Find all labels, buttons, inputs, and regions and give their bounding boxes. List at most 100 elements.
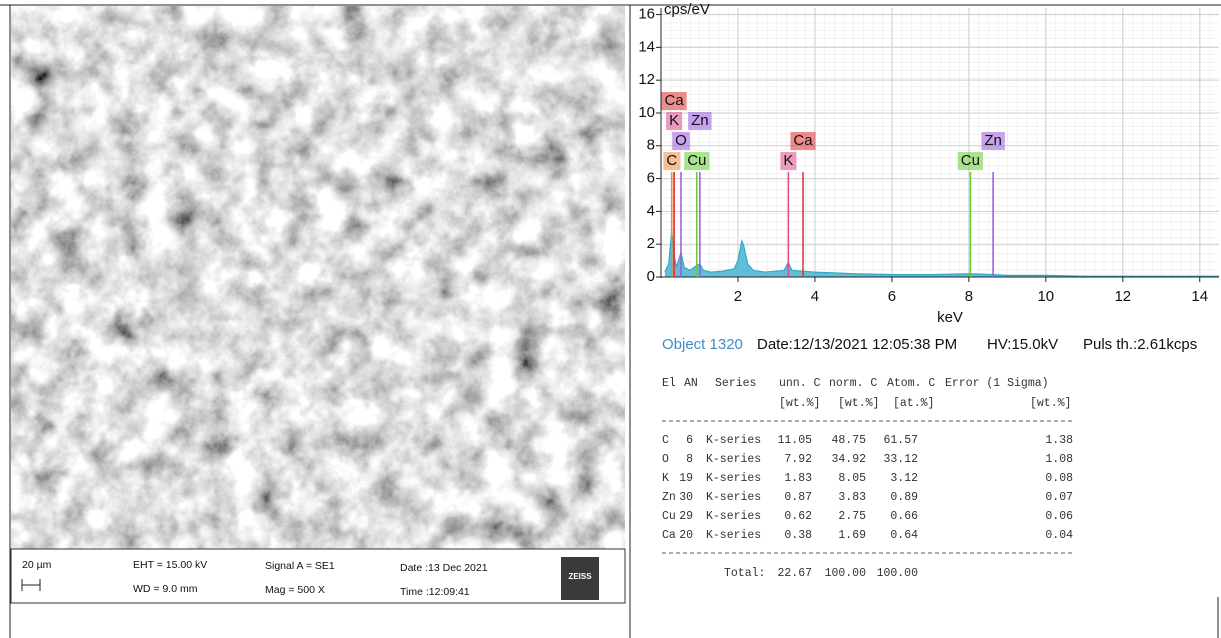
x-tick-label: 6	[888, 288, 896, 305]
table-cell: 3.83	[838, 491, 866, 504]
table-cell: K-series	[706, 453, 761, 466]
eht-label: EHT = 15.00 kV	[133, 559, 207, 571]
element-label: Ca	[790, 132, 815, 150]
x-tick-label: 8	[965, 288, 973, 305]
y-tick-label: 6	[647, 170, 655, 187]
logo-text: ZEISS	[568, 572, 592, 581]
time-label: Time :12:09:41	[400, 586, 470, 598]
table-total: 100.00	[877, 567, 919, 580]
page: 20 µm EHT = 15.00 kV WD = 9.0 mm Signal …	[0, 0, 1221, 638]
table-cell: 61.57	[883, 434, 918, 447]
element-label-text: C	[666, 152, 677, 169]
table-cell: O	[662, 453, 669, 466]
y-tick-label: 8	[647, 137, 655, 154]
table-cell: C	[662, 434, 669, 447]
table-cell: 0.62	[784, 510, 812, 523]
table-cell: 0.66	[890, 510, 918, 523]
x-tick-label: 10	[1037, 288, 1054, 305]
x-tick-label: 12	[1114, 288, 1131, 305]
table-cell: K-series	[706, 529, 761, 542]
table-cell: K	[662, 472, 669, 485]
table-cell: 1.38	[1045, 434, 1073, 447]
object-label: Object 1320	[662, 336, 743, 353]
element-label-text: Cu	[687, 152, 706, 169]
table-cell: 0.87	[784, 491, 812, 504]
table-cell: 33.12	[883, 453, 918, 466]
table-cell: Cu	[662, 510, 676, 523]
y-tick-label: 0	[647, 268, 655, 285]
element-label-text: K	[783, 152, 793, 169]
table-cell: K-series	[706, 510, 761, 523]
table-unit: [wt.%]	[779, 397, 820, 410]
element-label: K	[780, 152, 796, 170]
table-cell: 1.08	[1045, 453, 1073, 466]
element-label: Zn	[688, 112, 712, 130]
x-tick-label: 2	[734, 288, 742, 305]
table-cell: K-series	[706, 472, 761, 485]
table-total: 100.00	[825, 567, 867, 580]
table-cell: 20	[679, 529, 693, 542]
element-label: K	[666, 112, 682, 130]
element-label-text: Zn	[691, 112, 709, 129]
table-cell: 19	[679, 472, 693, 485]
y-tick-label: 16	[638, 6, 655, 23]
table-total: 22.67	[777, 567, 812, 580]
table-cell: Ca	[662, 529, 676, 542]
y-tick-label: 12	[638, 71, 655, 88]
y-tick-label: 4	[647, 202, 655, 219]
element-label: Zn	[981, 132, 1005, 150]
x-tick-label: 4	[811, 288, 819, 305]
table-cell: 8	[686, 453, 693, 466]
element-label: Cu	[958, 152, 983, 170]
acq-date: Date:12/13/2021 12:05:38 PM	[757, 336, 957, 353]
table-cell: 0.38	[784, 529, 812, 542]
element-label-text: Ca	[793, 132, 813, 149]
y-axis-title: cps/eV	[664, 1, 710, 18]
element-label: Ca	[661, 92, 686, 110]
table-cell: 8.05	[838, 472, 866, 485]
table-cell: 2.75	[838, 510, 866, 523]
table-cell: 7.92	[784, 453, 812, 466]
element-label-text: O	[675, 132, 687, 149]
table-header: unn. C	[779, 377, 821, 390]
table-cell: 0.89	[890, 491, 918, 504]
table-cell: 11.05	[777, 434, 812, 447]
wd-label: WD = 9.0 mm	[133, 583, 198, 595]
table-cell: 48.75	[831, 434, 866, 447]
table-header: Error (1 Sigma)	[945, 377, 1049, 390]
table-cell: 1.83	[784, 472, 812, 485]
element-label: O	[672, 132, 690, 150]
element-label: Cu	[684, 152, 709, 170]
table-cell: 3.12	[890, 472, 918, 485]
sem-image	[11, 6, 625, 549]
sem-texture	[11, 6, 625, 549]
table-cell: 29	[679, 510, 693, 523]
element-label-text: K	[669, 112, 679, 129]
table-unit: [wt.%]	[838, 397, 879, 410]
table-cell: 0.64	[890, 529, 918, 542]
table-header: AN	[684, 377, 698, 390]
table-cell: 34.92	[831, 453, 866, 466]
table-header: El	[662, 377, 676, 390]
y-tick-label: 10	[638, 104, 655, 121]
table-cell: 0.04	[1045, 529, 1073, 542]
x-tick-label: 14	[1191, 288, 1208, 305]
element-label-text: Zn	[984, 132, 1002, 149]
pulse-label: Puls th.:2.61kcps	[1083, 336, 1197, 353]
table-header: norm. C	[829, 377, 877, 390]
table-cell: K-series	[706, 491, 761, 504]
element-label: C	[663, 152, 680, 170]
table-header: Series	[715, 377, 756, 390]
hv-label: HV:15.0kV	[987, 336, 1058, 353]
plot-background	[661, 8, 1219, 277]
table-unit: [wt.%]	[1030, 397, 1071, 410]
table-cell: 0.08	[1045, 472, 1073, 485]
table-cell: 0.07	[1045, 491, 1073, 504]
table-total: Total:	[724, 567, 765, 580]
element-label-text: Cu	[961, 152, 980, 169]
signal-label: Signal A = SE1	[265, 560, 335, 572]
y-tick-label: 14	[638, 38, 655, 55]
table-cell: 1.69	[838, 529, 866, 542]
element-label-text: Ca	[664, 92, 684, 109]
x-axis-title: keV	[937, 309, 963, 326]
